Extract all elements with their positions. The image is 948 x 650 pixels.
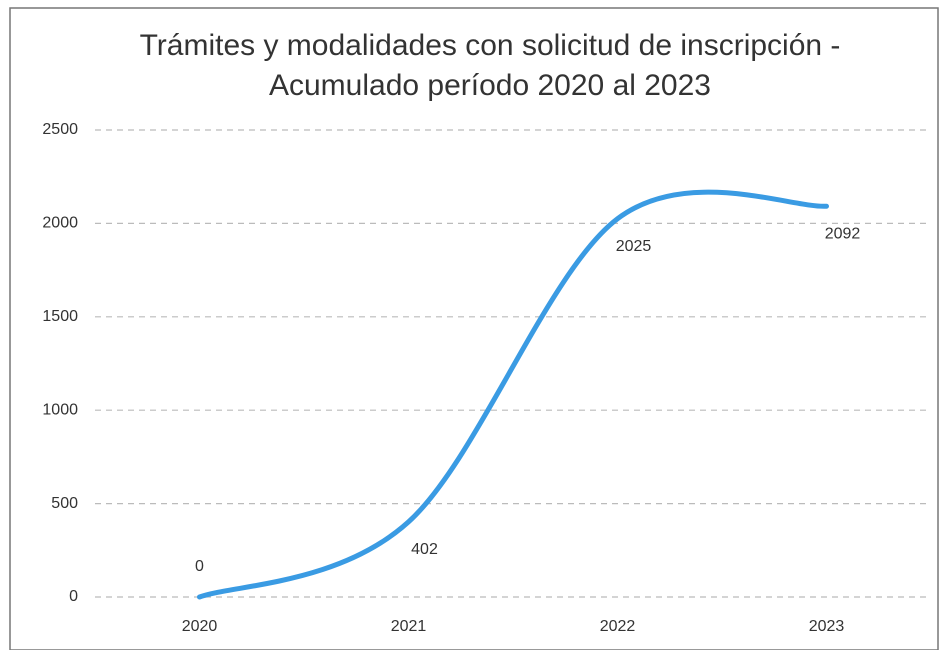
y-tick-label: 0 <box>69 588 78 605</box>
y-tick-label: 1000 <box>42 401 78 418</box>
y-tick-label: 2500 <box>42 121 78 138</box>
y-tick-label: 500 <box>51 495 78 512</box>
y-tick-label: 2000 <box>42 215 78 232</box>
data-label: 402 <box>411 541 438 558</box>
line-series <box>197 189 829 600</box>
chart-title: Trámites y modalidades con solicitud de … <box>139 29 841 102</box>
data-label: 0 <box>195 558 204 575</box>
data-label: 2092 <box>825 225 861 242</box>
x-tick-label: 2022 <box>600 618 636 635</box>
y-tick-label: 1500 <box>42 308 78 325</box>
x-tick-label: 2020 <box>182 618 218 635</box>
x-tick-label: 2021 <box>391 618 427 635</box>
chart-border <box>9 7 939 650</box>
x-tick-label: 2023 <box>809 618 845 635</box>
data-label: 2025 <box>616 238 652 255</box>
